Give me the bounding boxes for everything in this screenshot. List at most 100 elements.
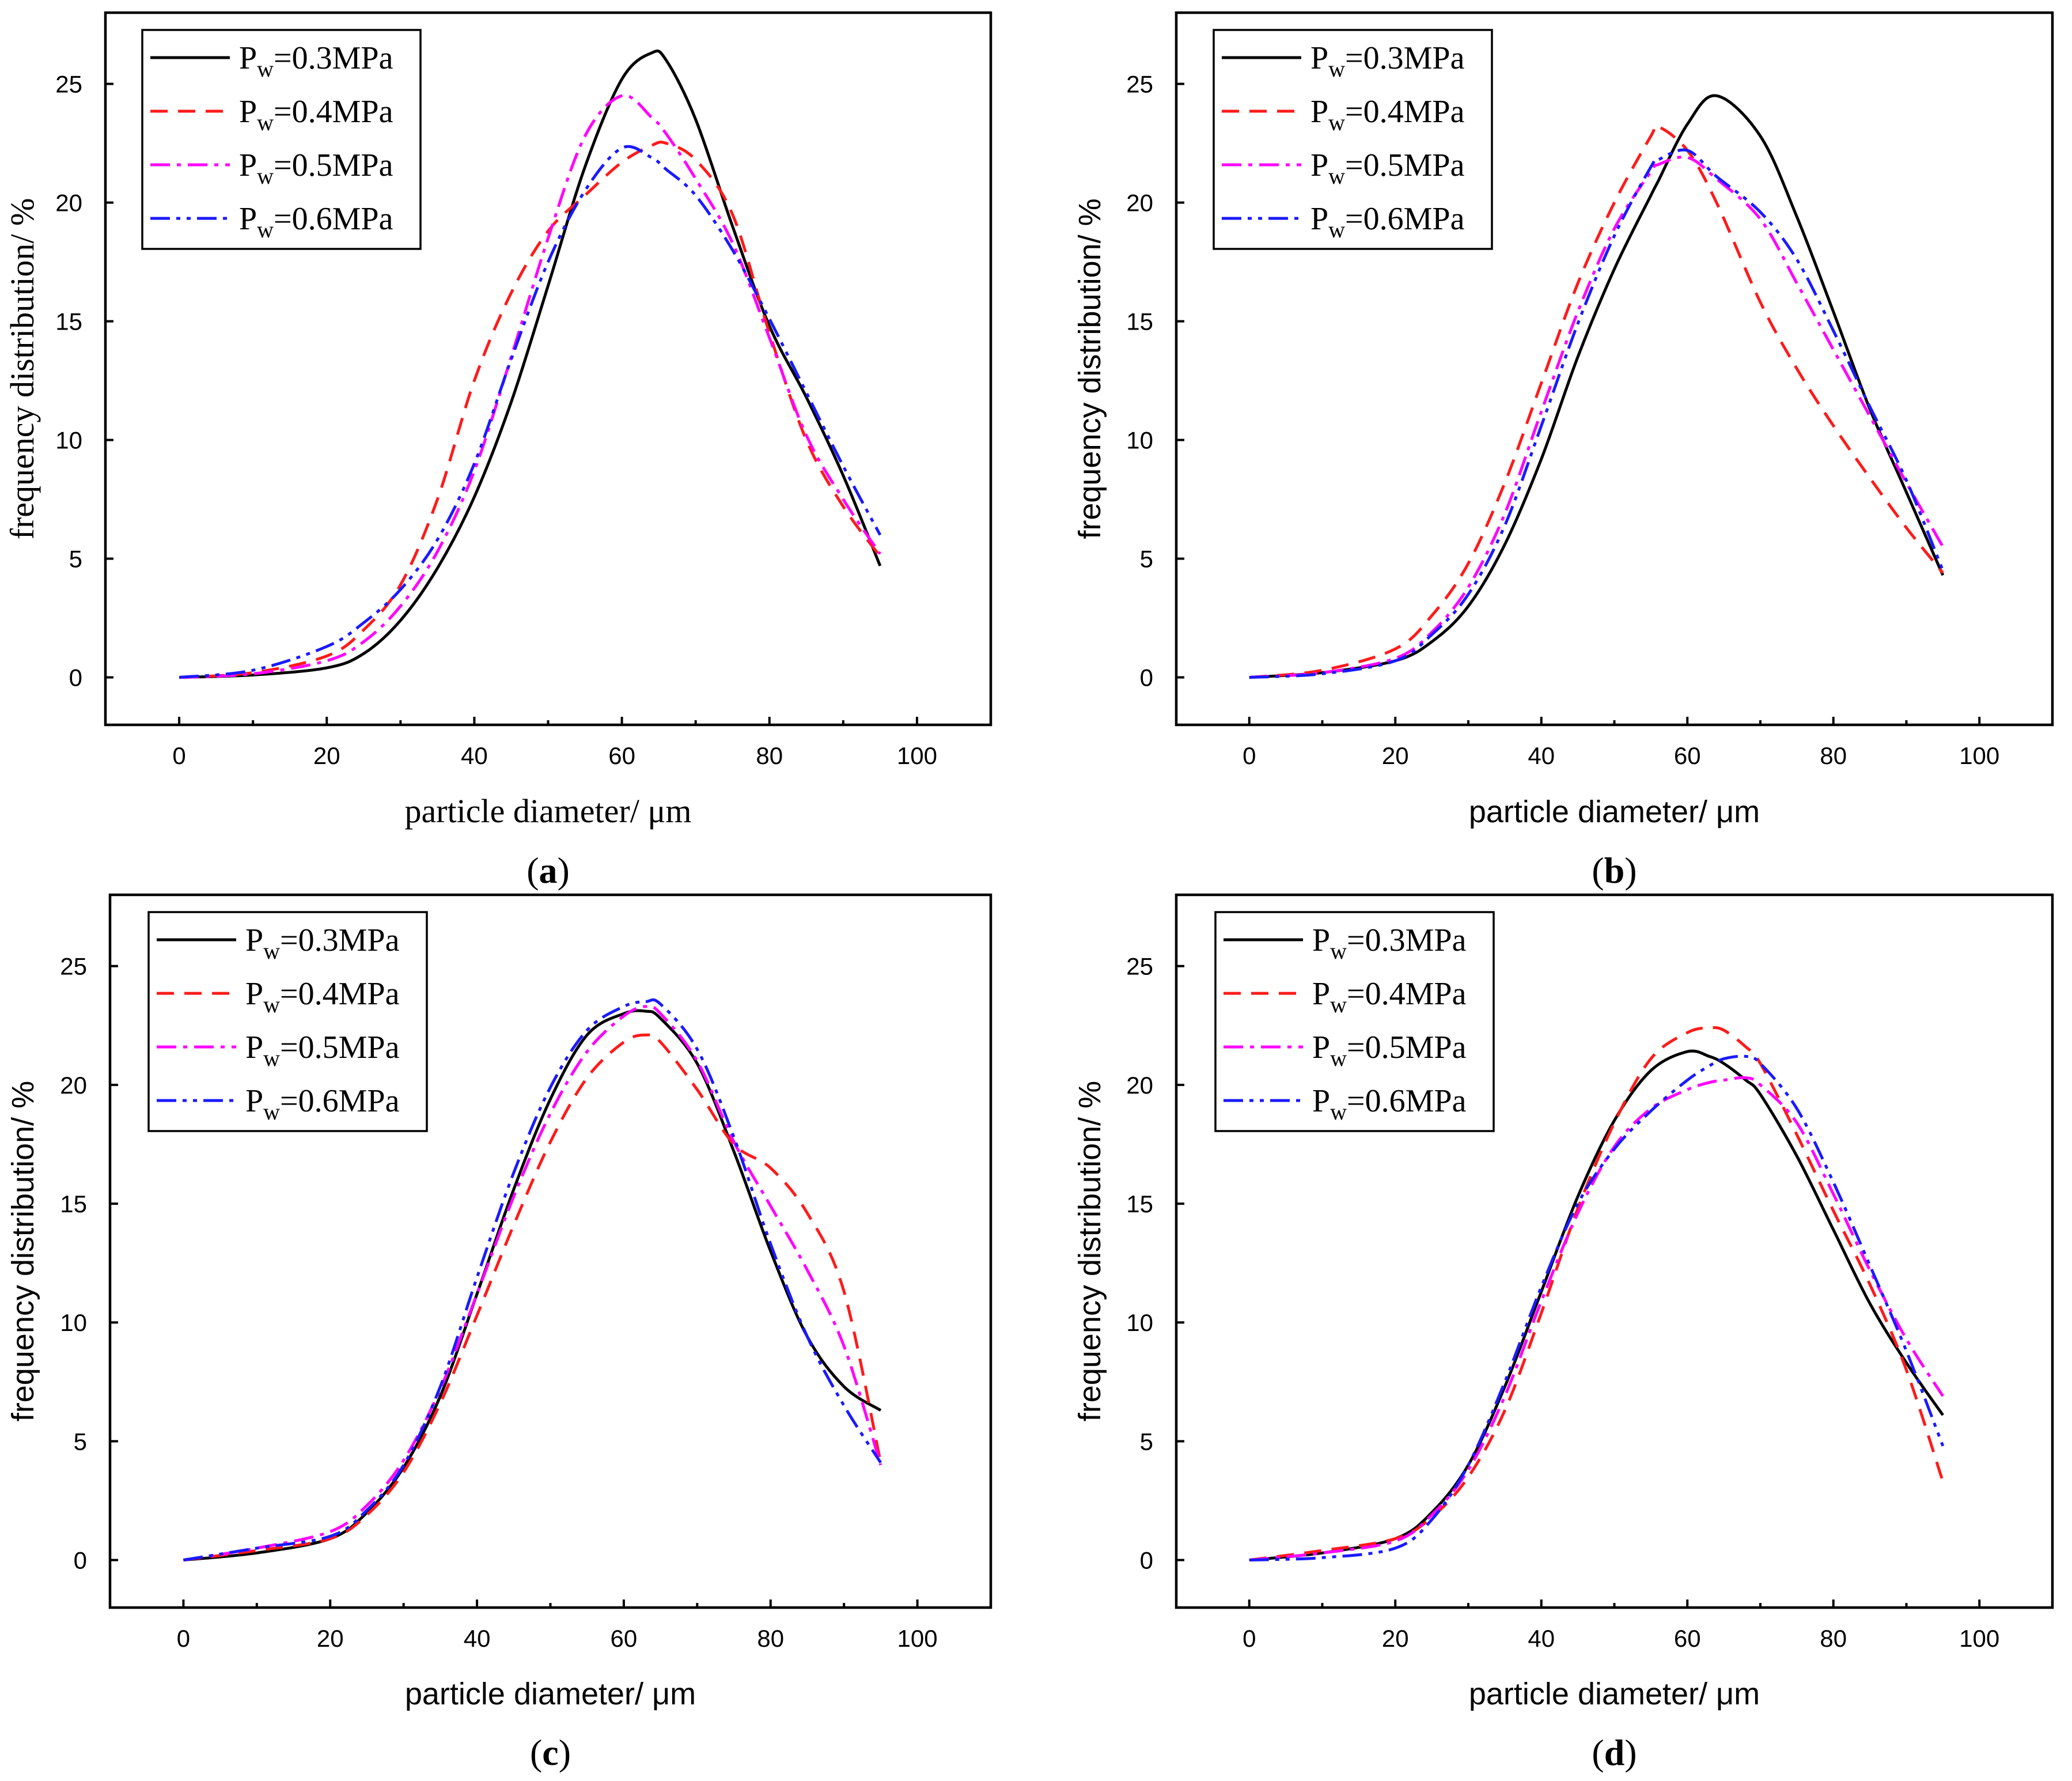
legend-entry-label: Pw=0.4MPa	[1310, 94, 1465, 135]
y-tick-label: 5	[1140, 546, 1153, 573]
y-tick-label: 20	[60, 1072, 87, 1099]
legend-entry-label: Pw=0.6MPa	[1312, 1083, 1467, 1125]
x-axis-label: particle diameter/ μm	[404, 792, 691, 830]
legend-entry-label: Pw=0.6MPa	[1310, 201, 1465, 243]
series-group	[1249, 94, 1945, 679]
series-line-Pw=0.6MPa	[1249, 148, 1945, 679]
legend-entry-label: Pw=0.5MPa	[245, 1030, 400, 1071]
panel-label: (d)	[1592, 1732, 1637, 1773]
chart-panel-c: 0 20 40 60 80 100 0 5 10 15 20 25 particle diameter/…	[6, 893, 993, 1773]
legend-box	[147, 911, 428, 1132]
y-tick-label: 25	[1126, 953, 1153, 980]
x-tick-label: 40	[464, 1625, 491, 1652]
y-tick-label: 15	[1126, 1190, 1153, 1217]
series-line-Pw=0.5MPa	[183, 1004, 882, 1561]
series-line-Pw=0.5MPa	[179, 94, 881, 679]
y-tick-label: 25	[55, 71, 82, 98]
series-line-Pw=0.3MPa	[179, 49, 882, 679]
x-tick-label: 20	[1382, 1625, 1409, 1652]
x-tick-label: 40	[461, 742, 488, 769]
x-tick-label: 80	[1820, 1625, 1847, 1652]
x-tick-label: 20	[313, 742, 340, 769]
series-group	[1249, 1026, 1945, 1561]
y-tick-label: 10	[60, 1309, 87, 1336]
x-tick-label: 80	[757, 1625, 784, 1652]
legend: Pw=0.3MPa Pw=0.4MPa Pw=0.5MPa Pw=0.6MPa	[1214, 911, 1495, 1132]
x-axis-label: particle diameter/ μm	[1469, 795, 1760, 829]
y-tick-label: 5	[69, 546, 82, 573]
y-tick-label: 20	[1126, 190, 1153, 217]
x-tick-label: 100	[1959, 742, 1999, 769]
x-tick-label: 20	[1382, 742, 1409, 769]
series-line-Pw=0.3MPa	[1249, 1049, 1944, 1561]
y-axis-label: frequency distribution/ %	[1073, 198, 1107, 539]
legend-entry-label: Pw=0.5MPa	[1312, 1030, 1467, 1071]
panel-label: (c)	[530, 1732, 571, 1773]
y-tick-label: 15	[55, 308, 82, 335]
series-line-Pw=0.3MPa	[1249, 94, 1945, 679]
y-tick-label: 5	[74, 1428, 87, 1455]
y-tick-label: 25	[1126, 71, 1153, 98]
series-line-Pw=0.4MPa	[1249, 123, 1944, 679]
y-axis-label: frequency distribution/ %	[3, 198, 41, 540]
series-line-Pw=0.6MPa	[179, 145, 882, 679]
x-tick-label: 80	[1820, 742, 1847, 769]
panel-label: (a)	[526, 850, 570, 891]
series-line-Pw=0.6MPa	[1249, 1054, 1945, 1561]
legend: Pw=0.3MPa Pw=0.4MPa Pw=0.5MPa Pw=0.6MPa	[1213, 29, 1493, 250]
x-tick-label: 60	[608, 742, 635, 769]
legend-entry-label: Pw=0.3MPa	[1310, 40, 1465, 82]
chart-panel-d: 0 20 40 60 80 100 0 5 10 15 20 25 particle diameter/…	[1073, 893, 2054, 1773]
legend-box	[141, 29, 422, 250]
x-axis-label: particle diameter/ μm	[1469, 1677, 1760, 1711]
y-tick-label: 5	[1140, 1428, 1153, 1455]
y-axis-label: frequency distribution/ %	[1073, 1081, 1107, 1421]
legend-entry-label: Pw=0.5MPa	[1310, 148, 1465, 189]
y-tick-label: 15	[1126, 308, 1153, 335]
x-tick-label: 80	[756, 742, 783, 769]
y-tick-label: 15	[60, 1190, 87, 1217]
y-axis-label: frequency distribution/ %	[6, 1081, 40, 1421]
series-line-Pw=0.3MPa	[183, 1009, 882, 1561]
y-tick-label: 0	[1140, 664, 1153, 691]
x-tick-label: 0	[177, 1625, 190, 1652]
legend-entry-label: Pw=0.6MPa	[245, 1083, 400, 1125]
legend: Pw=0.3MPa Pw=0.4MPa Pw=0.5MPa Pw=0.6MPa	[147, 911, 428, 1132]
y-tick-label: 10	[55, 427, 82, 454]
series-group	[179, 49, 882, 679]
legend-box	[1213, 29, 1493, 250]
legend-entry-label: Pw=0.4MPa	[1312, 976, 1467, 1018]
chart-panel-b: 0 20 40 60 80 100 0 5 10 15 20 25 particle diameter/…	[1073, 11, 2054, 891]
panel-label: (b)	[1592, 850, 1637, 891]
y-tick-label: 25	[60, 953, 87, 980]
y-tick-label: 0	[1140, 1547, 1153, 1574]
chart-panel-a: 0 20 40 60 80 100 0 5 10 15 20 25 particle diameter/…	[3, 11, 993, 891]
x-tick-label: 60	[1674, 742, 1701, 769]
legend-entry-label: Pw=0.4MPa	[239, 94, 393, 135]
x-tick-label: 100	[897, 742, 937, 769]
x-tick-label: 100	[897, 1625, 938, 1652]
x-tick-label: 100	[1959, 1625, 1999, 1652]
x-tick-label: 0	[172, 742, 185, 769]
series-line-Pw=0.5MPa	[1249, 1076, 1945, 1561]
x-tick-label: 20	[317, 1625, 344, 1652]
x-tick-label: 0	[1243, 1625, 1256, 1652]
series-group	[183, 998, 882, 1561]
legend-entry-label: Pw=0.3MPa	[245, 922, 400, 964]
x-tick-label: 40	[1528, 742, 1555, 769]
legend-entry-label: Pw=0.6MPa	[239, 201, 393, 243]
y-tick-label: 20	[1126, 1072, 1153, 1099]
x-tick-label: 60	[1674, 1625, 1701, 1652]
y-tick-label: 0	[74, 1547, 87, 1574]
x-axis-label: particle diameter/ μm	[405, 1677, 696, 1711]
x-tick-label: 0	[1243, 742, 1256, 769]
legend-entry-label: Pw=0.3MPa	[1312, 922, 1467, 964]
legend: Pw=0.3MPa Pw=0.4MPa Pw=0.5MPa Pw=0.6MPa	[141, 29, 422, 250]
x-tick-label: 40	[1528, 1625, 1555, 1652]
y-tick-label: 10	[1126, 1309, 1153, 1336]
series-line-Pw=0.4MPa	[183, 1033, 882, 1561]
y-tick-label: 10	[1126, 427, 1153, 454]
y-tick-label: 0	[69, 664, 82, 691]
y-tick-label: 20	[55, 190, 82, 217]
